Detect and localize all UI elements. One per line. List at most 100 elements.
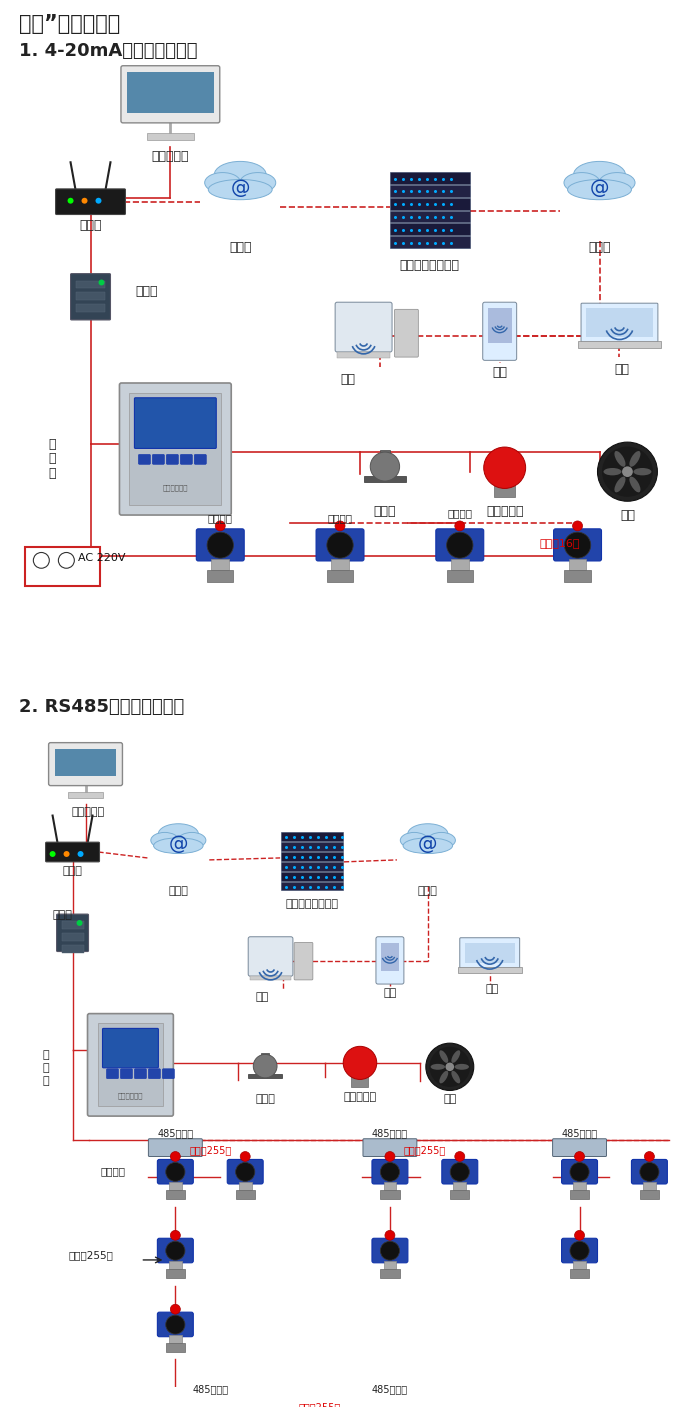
Circle shape bbox=[343, 1047, 377, 1079]
Bar bbox=[97, 1023, 163, 1106]
Circle shape bbox=[447, 532, 473, 559]
Bar bbox=[570, 1190, 589, 1199]
Bar bbox=[564, 570, 591, 582]
Bar bbox=[381, 943, 399, 971]
Bar bbox=[281, 872, 343, 881]
Text: 安帖尔网络服务器: 安帖尔网络服务器 bbox=[400, 259, 460, 272]
Bar bbox=[130, 393, 221, 505]
Text: 单机版电脑: 单机版电脑 bbox=[152, 151, 189, 163]
Ellipse shape bbox=[634, 469, 652, 476]
Bar bbox=[239, 1182, 251, 1190]
Circle shape bbox=[429, 1047, 470, 1088]
Bar bbox=[281, 882, 343, 891]
FancyBboxPatch shape bbox=[436, 529, 484, 561]
Ellipse shape bbox=[568, 180, 631, 200]
Bar bbox=[166, 1269, 185, 1278]
Bar bbox=[643, 1182, 656, 1190]
Bar bbox=[384, 1261, 396, 1269]
Text: 电磁阀: 电磁阀 bbox=[256, 1095, 275, 1104]
Text: 讯: 讯 bbox=[49, 453, 56, 466]
Bar bbox=[364, 476, 406, 481]
Ellipse shape bbox=[403, 837, 453, 854]
FancyBboxPatch shape bbox=[158, 1238, 193, 1263]
Text: 终端: 终端 bbox=[485, 983, 498, 995]
Circle shape bbox=[236, 1162, 255, 1182]
Text: 1. 4-20mA信号连接系统图: 1. 4-20mA信号连接系统图 bbox=[19, 42, 197, 61]
Circle shape bbox=[207, 532, 233, 559]
Text: 互联网: 互联网 bbox=[418, 885, 438, 895]
Bar bbox=[573, 1182, 586, 1190]
FancyBboxPatch shape bbox=[121, 66, 220, 122]
Text: 电脑: 电脑 bbox=[256, 992, 269, 1002]
Circle shape bbox=[216, 521, 225, 530]
Bar bbox=[450, 1190, 470, 1199]
Text: 互联网: 互联网 bbox=[229, 241, 251, 255]
Text: 大众”系列报警器: 大众”系列报警器 bbox=[19, 14, 120, 35]
FancyBboxPatch shape bbox=[631, 1159, 667, 1183]
Bar bbox=[147, 132, 194, 141]
FancyBboxPatch shape bbox=[102, 1029, 158, 1068]
Bar bbox=[494, 476, 515, 497]
Text: @: @ bbox=[230, 179, 250, 197]
Ellipse shape bbox=[440, 1071, 448, 1083]
Ellipse shape bbox=[615, 477, 626, 492]
Circle shape bbox=[166, 1162, 185, 1182]
Text: 可连接255台: 可连接255台 bbox=[299, 1401, 341, 1407]
Ellipse shape bbox=[153, 837, 203, 854]
Bar bbox=[390, 172, 470, 184]
Bar bbox=[76, 293, 106, 300]
Circle shape bbox=[76, 920, 83, 926]
Bar bbox=[25, 546, 101, 585]
Text: 通: 通 bbox=[49, 438, 56, 450]
FancyBboxPatch shape bbox=[158, 1159, 193, 1183]
Text: 485中继器: 485中继器 bbox=[372, 1128, 408, 1138]
Circle shape bbox=[327, 532, 354, 559]
FancyBboxPatch shape bbox=[48, 743, 122, 785]
Text: 声光报警器: 声光报警器 bbox=[486, 505, 524, 518]
Text: 手机: 手机 bbox=[492, 366, 508, 380]
Text: 报警控制主机: 报警控制主机 bbox=[162, 485, 188, 491]
Circle shape bbox=[645, 1151, 654, 1161]
Circle shape bbox=[95, 198, 101, 204]
Bar bbox=[62, 922, 83, 929]
Bar bbox=[390, 198, 470, 210]
Text: 单机版电脑: 单机版电脑 bbox=[72, 806, 105, 816]
Text: 信号输出: 信号输出 bbox=[328, 514, 353, 523]
Text: 485中继器: 485中继器 bbox=[372, 1384, 408, 1394]
FancyBboxPatch shape bbox=[335, 303, 392, 352]
FancyBboxPatch shape bbox=[106, 1069, 118, 1079]
Bar bbox=[62, 933, 83, 941]
Bar bbox=[640, 1190, 659, 1199]
Bar bbox=[390, 184, 470, 197]
Bar bbox=[248, 1074, 282, 1078]
Bar bbox=[207, 570, 233, 582]
Bar bbox=[55, 749, 116, 775]
Text: 485中继器: 485中继器 bbox=[561, 1128, 598, 1138]
Text: 互联网: 互联网 bbox=[169, 885, 188, 895]
Circle shape bbox=[575, 1151, 584, 1161]
Bar bbox=[281, 862, 343, 871]
FancyBboxPatch shape bbox=[248, 937, 293, 976]
Bar bbox=[390, 211, 470, 222]
FancyBboxPatch shape bbox=[158, 1313, 193, 1337]
Circle shape bbox=[335, 521, 345, 530]
FancyBboxPatch shape bbox=[71, 273, 111, 319]
Bar bbox=[380, 450, 390, 461]
FancyBboxPatch shape bbox=[162, 1069, 174, 1079]
Bar bbox=[390, 224, 470, 235]
Text: 讯: 讯 bbox=[42, 1062, 49, 1072]
Ellipse shape bbox=[452, 1050, 460, 1062]
Circle shape bbox=[385, 1151, 395, 1161]
Circle shape bbox=[484, 447, 526, 488]
Text: 安帖尔网络服务器: 安帖尔网络服务器 bbox=[286, 899, 339, 909]
Circle shape bbox=[81, 198, 88, 204]
Ellipse shape bbox=[440, 1050, 448, 1062]
Circle shape bbox=[380, 1162, 400, 1182]
Bar bbox=[281, 843, 343, 851]
FancyBboxPatch shape bbox=[139, 454, 150, 464]
Text: 485中继器: 485中继器 bbox=[193, 1384, 228, 1394]
Circle shape bbox=[170, 1304, 181, 1314]
FancyBboxPatch shape bbox=[46, 843, 99, 862]
Ellipse shape bbox=[240, 173, 276, 193]
Text: 手机: 手机 bbox=[384, 988, 396, 998]
